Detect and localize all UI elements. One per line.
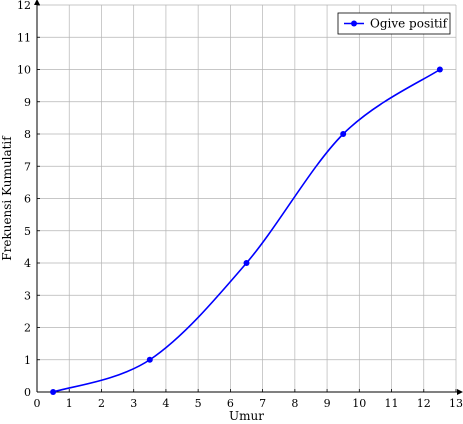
y-tick-label: 2	[24, 322, 31, 335]
legend-point-marker	[351, 20, 357, 27]
x-tick-label: 2	[98, 397, 105, 410]
x-tick-label: 7	[259, 397, 266, 410]
x-tick-label: 1	[66, 397, 73, 410]
y-tick-label: 10	[17, 64, 31, 77]
y-tick-label: 12	[17, 0, 31, 12]
data-point	[243, 260, 250, 266]
y-tick-label: 8	[24, 128, 31, 141]
series-layer	[50, 66, 443, 395]
y-tick-label: 4	[24, 257, 31, 270]
x-tick-label: 10	[352, 397, 366, 410]
x-tick-label: 8	[291, 397, 298, 410]
y-tick-label: 3	[24, 289, 31, 302]
legend-label: Ogive positif	[370, 17, 449, 31]
data-point	[146, 356, 153, 363]
y-tick-label: 6	[24, 193, 31, 206]
axes	[34, 0, 463, 395]
data-point	[340, 131, 347, 137]
x-axis-title: Umur	[229, 409, 264, 423]
grid	[37, 4, 457, 392]
y-tick-label: 5	[24, 225, 31, 238]
x-tick-label: 11	[385, 397, 399, 410]
y-tick-label: 9	[24, 96, 31, 109]
legend-box	[337, 12, 451, 35]
data-point	[50, 389, 57, 395]
y-tick-label: 11	[17, 31, 31, 44]
x-axis-arrow	[457, 389, 463, 395]
data-point	[436, 66, 443, 73]
x-tick-label: 6	[227, 397, 234, 410]
y-axis-title: Frekuensi Kumulatif	[0, 135, 14, 261]
x-tick-label: 4	[162, 397, 169, 410]
y-tick-label: 7	[24, 160, 31, 173]
y-tick-label: 0	[24, 386, 31, 399]
x-tick-label: 3	[130, 397, 137, 410]
y-tick-label: 1	[24, 354, 31, 367]
x-tick-label: 5	[195, 397, 202, 410]
x-tick-label: 0	[34, 397, 41, 410]
x-tick-label: 9	[324, 397, 331, 410]
y-axis-arrow	[34, 0, 40, 5]
legend: Ogive positif	[337, 12, 451, 35]
x-tick-label: 12	[417, 397, 431, 410]
x-tick-label: 13	[449, 397, 463, 410]
